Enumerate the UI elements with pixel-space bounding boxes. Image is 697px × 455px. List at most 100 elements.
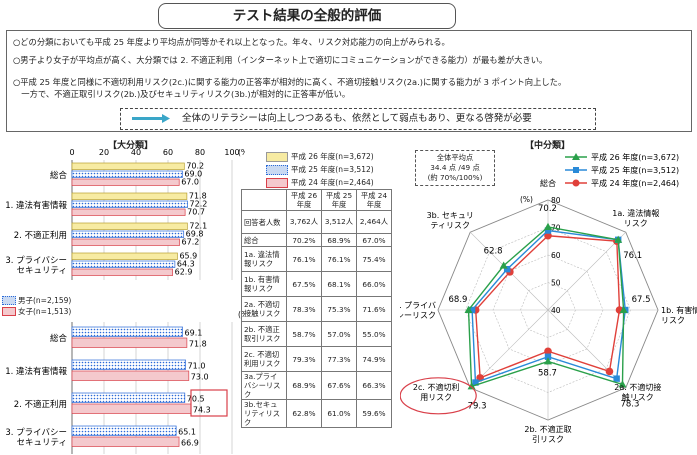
radar-category-label: リスク [661,316,685,325]
top-chart-bar [71,222,188,230]
radar-value-label: 70.2 [538,204,557,214]
conclusion-box [120,108,596,130]
table-row-label: 2a. 不適切接触リスク [241,296,287,322]
table-header-cell: 平成 24 年度 [356,189,392,211]
legend-male: 男子(n=2,159) [18,296,72,305]
table-cell: 3,512人 [321,210,357,234]
table-cell: 77.3% [321,346,357,372]
table-row: 1a. 違法情報リスク 76.1% 76.1% 75.4% [241,246,392,272]
table-cell: 3,762人 [286,210,322,234]
table-cell: 76.1% [286,246,322,272]
bottom-chart-value-label: 71.8 [189,340,207,349]
top-chart-tick-label: 40 [131,148,141,157]
top-chart-tick-label: 20 [99,148,109,157]
table-cell: 62.8% [286,399,322,428]
table-header-row: 平成 26 年度 平成 25 年度 平成 24 年度 [241,189,392,211]
radar-marker [605,367,614,376]
table-cell: 55.0% [356,321,392,347]
conclusion-text: 全体のリテラシーは向上しつつあるも、依然として弱点もあり、更なる啓発が必要 [182,113,532,124]
top-chart-value-label: 65.9 [179,252,197,261]
radar-category-label: 用リスク [420,393,452,402]
table-header-cell [241,189,287,211]
table-row: 3a.プライバシーリスク 68.9% 67.6% 66.3% [241,371,392,400]
table-row-label: 3b.セキュリティリスク [241,399,287,428]
top-chart-bar [71,268,173,276]
table-row-label: 2c. 不適切利用リスク [241,346,287,372]
radar-marker [544,227,552,234]
top-chart-value-label: 72.1 [189,222,207,231]
table-cell: 68.1% [321,271,357,297]
page-title: テスト結果の全般的評価 [158,3,456,29]
top-chart-bar [71,260,176,268]
highlight-ellipse [400,377,477,415]
table-row: 1b. 有害情報リスク 67.5% 68.1% 66.0% [241,271,392,297]
legend-swatch-h25 [266,165,288,175]
top-chart-bar [71,162,185,170]
radar-category-label: 触リスク [622,392,654,402]
bottom-chart-bar [71,337,188,348]
bottom-chart-bar [71,403,192,414]
table-row: 2c. 不適切利用リスク 79.3% 77.3% 74.9% [241,346,392,372]
top-chart-bar [71,252,178,260]
table-cell: 61.0% [321,399,357,428]
year-legend: 平成 26 年度(n=3,672) 平成 25 年度(n=3,512) 平成 2… [266,150,389,192]
bar-charts: 0 20 40 60 80 100(%) 総合 70.269.067.0 1. 違法有害情報 71… [5,148,245,454]
top-chart-bar [71,238,180,246]
bottom-chart-bar [71,425,177,436]
table-row-label: 回答者人数 [241,210,287,234]
table-cell: 66.0% [356,271,392,297]
radar-category-label: 1a. 違法情報 [612,208,659,218]
radar-marker [544,231,552,240]
top-chart-bar [71,200,188,208]
radar-marker [472,379,479,386]
radar-category-label: 総合 [540,178,556,188]
table-header-cell: 平成 26 年度 [286,189,322,211]
avg-line-1: 全体平均点 [436,153,474,162]
bottom-chart-value-label: 66.9 [181,439,199,448]
radar-category-label: 3b. セキュリ [427,211,474,220]
radar-value-label: 62.8 [484,247,503,257]
table-cell: 2,464人 [356,210,392,234]
radar-category-label: シーリスク [400,311,436,320]
top-chart-bar [71,192,188,200]
highlight-box [190,389,228,417]
legend-swatch-male [2,296,16,305]
table-row: 2a. 不適切接触リスク 78.3% 75.3% 71.6% [241,296,392,322]
bottom-chart-category-label: セキュリティ [17,438,68,448]
radar-marker [614,235,623,243]
overall-average-box: 全体平均点 34.4 点 /49 点 (約 70%/100%) [415,150,495,186]
table-header-cell: 平成 25 年度 [321,189,357,211]
top-chart-category-label: 1. 違法有害情報 [5,200,67,211]
legend-swatch-h26 [266,152,288,162]
table-cell: 75.4% [356,246,392,272]
radar-legend-label: 平成 26 年度(n=3,672) [591,152,679,162]
avg-line-2: 34.4 点 /49 点 [430,163,480,172]
radar-chart: 4050607080(%)70.276.167.578.358.779.368.… [400,152,697,444]
radar-legend-marker [572,153,580,160]
top-chart-value-label: 67.2 [182,238,200,247]
table-row-label: 1a. 違法情報リスク [241,246,287,272]
legend-swatch-h24 [266,178,288,188]
radar-legend-marker [572,179,580,187]
legend-female: 女子(n=1,513) [18,307,72,316]
bottom-chart-bar [71,370,190,381]
table-cell: 67.6% [321,371,357,400]
table-row: 2b. 不適正取引リスク 58.7% 57.0% 55.0% [241,321,392,347]
bottom-chart-bar [71,436,180,447]
top-chart-tick-label: 80 [195,148,205,157]
table-cell: 57.0% [321,321,357,347]
radar-marker [464,305,473,313]
results-table: 平成 26 年度 平成 25 年度 平成 24 年度 回答者人数 3,762人 3,512人 2,… [241,189,392,428]
radar-legend-label: 平成 24 年度(n=2,464) [591,178,679,188]
radar-tick-label: 50 [551,279,561,288]
table-cell: 68.9% [286,371,322,400]
large-category-title: 【大分類】 [108,141,154,151]
bottom-chart-bar [71,392,186,403]
top-chart-unit: (%) [238,148,245,157]
bottom-chart-category-label: 3. プライバシー [5,428,67,438]
top-chart-value-label: 67.0 [181,178,199,187]
table-row-label: 総合 [241,233,287,247]
radar-value-label: 79.3 [468,401,487,411]
table-cell: 78.3% [286,296,322,322]
radar-marker [618,380,627,388]
